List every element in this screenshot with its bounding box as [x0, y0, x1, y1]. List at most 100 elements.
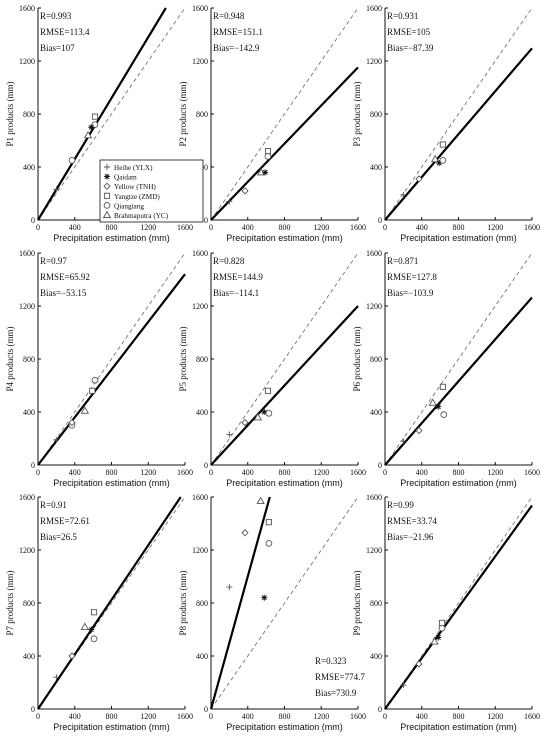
legend-marker-star: [104, 173, 110, 180]
p2-x-tick-label: 0: [209, 223, 213, 232]
legend-label: Qiangtang: [114, 202, 144, 210]
p4-fit-line: [37, 273, 186, 466]
p4-one-to-one-line: [38, 253, 185, 465]
p2-stat-r: R=0.948: [213, 11, 245, 21]
p6-point-circle: [440, 411, 448, 419]
p1-stat-bias: Bias=107: [40, 43, 75, 53]
p4-x-tick-label: 400: [69, 468, 81, 477]
p2-x-axis-label: Precipitation estimation (mm): [226, 233, 343, 243]
p1-point-plus: [53, 186, 60, 193]
p9-x-axis-label: Precipitation estimation (mm): [400, 722, 517, 732]
p2-x-tick-label: 400: [242, 223, 254, 232]
p1-panel: 0 400 800 1200 1600 0 400 800 1200 1600 Precipitat…: [5, 4, 193, 243]
p8-panel: 0 400 800 1200 1600 0 400 800 1200 1600 Precipitat…: [178, 493, 366, 732]
p2-y-tick-label: 800: [196, 110, 208, 119]
p6-one-to-one-line: [385, 253, 532, 465]
p5-one-to-one-line: [211, 253, 358, 465]
p2-point-star: [262, 169, 269, 176]
p6-point-triangle: [428, 398, 437, 406]
p9-x-tick-label: 800: [453, 712, 465, 721]
p9-point-plus: [400, 682, 407, 689]
p4-x-tick-label: 800: [106, 468, 118, 477]
p4-point-triangle: [80, 406, 90, 414]
p3-stat-bias: Bias=−87.39: [387, 43, 434, 53]
p6-y-tick-label: 800: [370, 355, 382, 364]
p9-fit-line: [384, 504, 533, 710]
p4-point-square: [89, 387, 96, 394]
p8-stat-bias: Bias=730.9: [315, 688, 357, 698]
p4-panel: 0 400 800 1200 1600 0 400 800 1200 1600 Precipitat…: [5, 249, 193, 488]
p6-point-square: [439, 383, 446, 390]
p5-point-square: [264, 387, 272, 394]
p6-stat-r: R=0.871: [387, 256, 418, 266]
p4-stat-rmse: RMSE=65.92: [40, 272, 90, 282]
p8-y-tick-label: 400: [196, 652, 208, 661]
p7-panel: 0 400 800 1200 1600 0 400 800 1200 1600 Precipitat…: [5, 493, 193, 732]
p3-fit-line: [384, 47, 533, 221]
p9-y-tick-label: 400: [370, 652, 382, 661]
p3-y-tick-label: 1600: [366, 4, 382, 13]
p9-point-diamond: [415, 660, 423, 668]
legend-marker-circle: [103, 202, 111, 209]
p5-point-plus: [226, 431, 233, 438]
p8-point-triangle: [256, 496, 265, 505]
p1-y-tick-label: 1600: [19, 4, 35, 13]
p2-x-tick-label: 1200: [313, 223, 329, 232]
p7-x-tick-label: 0: [36, 712, 40, 721]
p1-y-tick-label: 800: [23, 110, 35, 119]
p9-point-square: [438, 619, 446, 626]
p3-x-tick-label: 1600: [524, 223, 540, 232]
p5-y-tick-label: 400: [196, 408, 208, 417]
p2-point-diamond: [241, 187, 249, 195]
p2-fit-line: [210, 66, 359, 221]
p4-y-tick-label: 0: [31, 461, 35, 470]
legend-label: Heihe (YLX): [114, 164, 153, 172]
p6-point-star: [435, 403, 442, 410]
p1-x-tick-label: 800: [106, 223, 118, 232]
p7-stat-rmse: RMSE=72.61: [40, 516, 90, 526]
p3-x-tick-label: 0: [383, 223, 387, 232]
p2-stat-rmse: RMSE=151.1: [213, 27, 263, 37]
p1-stat-r: R=0.993: [40, 11, 72, 21]
p9-stat-bias: Bias=−21.96: [387, 532, 434, 542]
p4-point-circle: [91, 376, 99, 384]
p7-x-tick-label: 1600: [177, 712, 193, 721]
p9-point-circle: [438, 624, 446, 632]
p7-y-tick-label: 800: [23, 599, 35, 608]
p3-panel: 0 400 800 1200 1600 0 400 800 1200 1600 Precipitat…: [352, 4, 540, 243]
p7-y-tick-label: 0: [31, 705, 35, 714]
p8-x-tick-label: 0: [209, 712, 213, 721]
p1-x-axis-label: Precipitation estimation (mm): [53, 233, 170, 243]
p7-fit-line: [37, 496, 182, 710]
p5-panel: 0 400 800 1200 1600 0 400 800 1200 1600 Precipitat…: [178, 249, 366, 488]
p6-stat-rmse: RMSE=127.8: [387, 272, 437, 282]
p8-x-tick-label: 400: [242, 712, 254, 721]
p5-x-tick-label: 0: [209, 468, 213, 477]
p6-x-tick-label: 400: [416, 468, 428, 477]
p8-x-axis-label: Precipitation estimation (mm): [226, 722, 343, 732]
p4-stat-bias: Bias=−53.15: [40, 288, 87, 298]
p6-panel: 0 400 800 1200 1600 0 400 800 1200 1600 Precipitat…: [352, 249, 540, 488]
p8-x-tick-label: 1600: [350, 712, 366, 721]
p7-point-triangle: [80, 622, 90, 630]
p5-x-tick-label: 800: [279, 468, 291, 477]
p3-stat-r: R=0.931: [387, 11, 418, 21]
p5-point-diamond: [241, 418, 249, 427]
p3-x-tick-label: 400: [416, 223, 428, 232]
p9-stat-rmse: RMSE=33.74: [387, 516, 437, 526]
p9-y-axis-label: P9 products (mm): [352, 571, 362, 636]
p6-y-tick-label: 1600: [366, 249, 382, 258]
p7-point-plus: [53, 674, 60, 681]
p9-stat-r: R=0.99: [387, 500, 414, 510]
p3-point-plus: [400, 191, 407, 198]
p1-fit-line: [37, 7, 167, 221]
p1-y-tick-label: 400: [23, 163, 35, 172]
p6-x-tick-label: 800: [453, 468, 465, 477]
p5-y-tick-label: 800: [196, 355, 208, 364]
p8-point-square: [265, 519, 272, 526]
p1-point-star: [88, 124, 95, 131]
p6-y-axis-label: P6 products (mm): [352, 327, 362, 392]
p9-y-tick-label: 0: [378, 705, 382, 714]
p7-x-axis-label: Precipitation estimation (mm): [53, 722, 170, 732]
p2-stat-bias: Bias=−142.9: [213, 43, 260, 53]
